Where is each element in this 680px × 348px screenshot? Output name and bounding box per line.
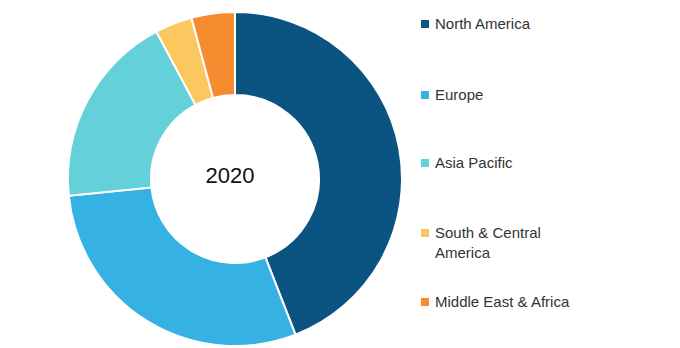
html-text:Asia Pacific: Asia Pacific	[435, 154, 513, 171]
svg-text:2020: 2020	[206, 163, 255, 188]
html-text:South & Central America: South & Central America	[435, 224, 541, 261]
html-text:North America: North America	[435, 15, 530, 32]
html-text:Middle East & Africa: Middle East & Africa	[435, 293, 570, 310]
html-text:Europe: Europe	[435, 86, 484, 103]
